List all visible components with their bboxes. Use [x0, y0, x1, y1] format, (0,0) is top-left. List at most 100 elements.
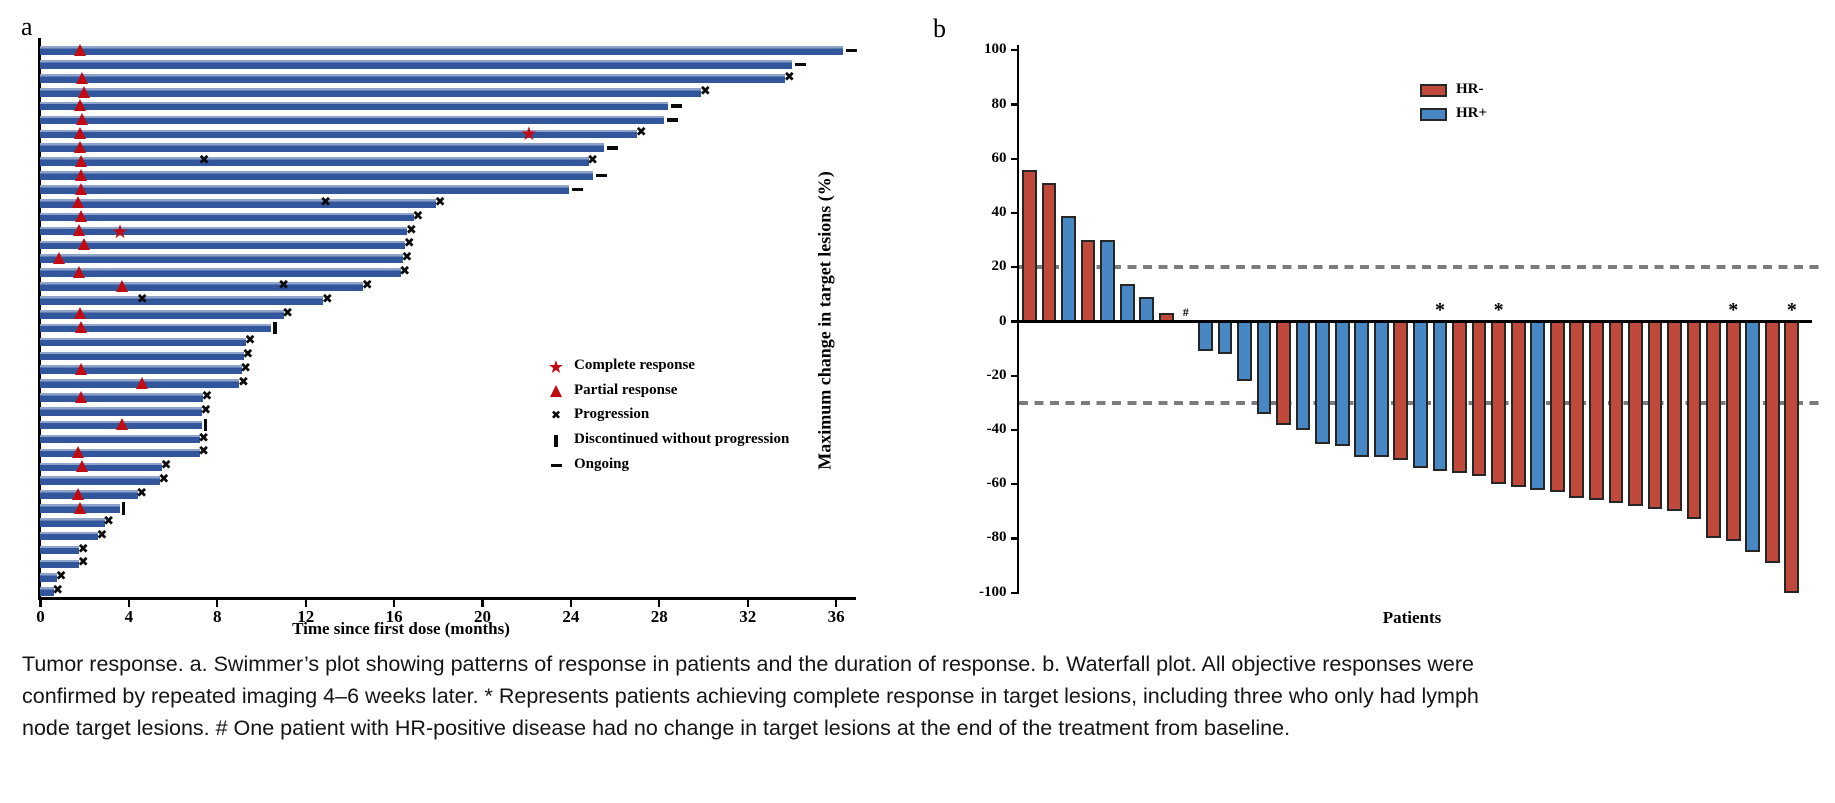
panel-a-tick-label: 4	[124, 607, 134, 626]
progression-x-marker: ✖	[52, 583, 64, 599]
progression-x-marker: ✖	[240, 361, 252, 377]
panel-a-x-axis	[38, 597, 857, 600]
partial-response-triangle-marker	[75, 460, 88, 472]
progression-x-marker: ✖	[587, 153, 599, 169]
waterfall-bar	[1588, 320, 1604, 501]
panel-b-tick-label: 100	[984, 41, 1007, 58]
progression-x-marker: ✖	[434, 194, 446, 210]
swimmer-bar	[39, 171, 593, 180]
swimmer-bar	[39, 101, 669, 111]
progression-x-marker: ✖	[699, 83, 711, 99]
swimmer-bar	[39, 282, 364, 291]
panel-a-label: a	[21, 12, 33, 41]
swimmer-bar	[39, 559, 80, 569]
progression-x-marker: ✖	[282, 305, 294, 321]
waterfall-bar	[1119, 283, 1135, 324]
waterfall-bar	[1393, 320, 1409, 460]
complete-response-asterisk: *	[1786, 298, 1797, 321]
ongoing-dash-marker	[571, 187, 583, 192]
legend-swatch-hr-positive	[1420, 107, 1447, 121]
progression-x-marker: ✖	[96, 527, 108, 543]
partial-response-triangle-marker	[72, 224, 85, 237]
no-change-hash: #	[1182, 304, 1189, 319]
waterfall-bar	[1569, 320, 1585, 498]
partial-response-triangle-marker	[74, 390, 87, 403]
partial-response-triangle-marker	[78, 238, 91, 251]
panel-a-tick-label: 32	[739, 607, 757, 626]
progression-x-marker: ✖	[201, 388, 213, 404]
progression-x-marker: ✖	[320, 194, 332, 210]
swimmer-bar	[39, 143, 605, 153]
reference-line-20	[1018, 265, 1824, 270]
swimmer-bar	[39, 88, 702, 97]
progression-x-marker: ✖	[403, 236, 415, 252]
swimmer-bar	[39, 587, 54, 596]
waterfall-bar	[1334, 320, 1350, 447]
panel-a-axis-tick	[304, 599, 307, 607]
swimmer-bar	[39, 490, 138, 499]
panel-b-axis-tick	[1010, 320, 1017, 323]
swimmer-bar	[39, 60, 792, 69]
partial-response-triangle-marker	[71, 446, 84, 459]
swimmer-bar	[39, 185, 569, 194]
panel-b-tick-label: 60	[991, 149, 1007, 166]
panel-a-x-axis-title: Time since first dose (months)	[292, 619, 510, 638]
partial-response-triangle-marker	[75, 113, 88, 126]
panel-b-axis-tick	[1010, 266, 1017, 269]
progression-x-marker: ✖	[635, 125, 647, 141]
partial-response-triangle-marker	[73, 127, 86, 140]
panel-a-tick-label: 36	[827, 607, 845, 626]
waterfall-bar	[1667, 320, 1682, 512]
legend-discontinued-tick-icon	[554, 435, 558, 448]
progression-x-marker: ✖	[244, 333, 256, 349]
panel-a-y-spine	[38, 38, 41, 600]
panel-a-axis-tick	[392, 599, 396, 607]
swimmer-bar	[39, 573, 58, 583]
zero-line	[1016, 319, 1812, 324]
panel-a-tick-label: 16	[385, 607, 403, 626]
waterfall-bar	[1471, 320, 1487, 477]
panel-a-axis-tick	[746, 599, 749, 607]
swimmer-bar	[39, 448, 200, 458]
waterfall-bar	[1432, 320, 1448, 471]
waterfall-bar	[1080, 240, 1096, 324]
swimmer-bar	[39, 46, 843, 55]
legend-item-label: Discontinued without progression	[574, 431, 790, 448]
progression-x-marker: ✖	[200, 402, 212, 418]
complete-response-star-marker: ★	[111, 220, 129, 243]
waterfall-bar	[1354, 320, 1370, 458]
swimmer-bar	[39, 226, 408, 236]
panel-b-axis-tick	[1010, 374, 1017, 377]
waterfall-bar	[1041, 183, 1057, 324]
waterfall-bar	[1784, 320, 1800, 593]
caption-line-2: confirmed by repeated imaging 4–6 weeks …	[22, 684, 1479, 708]
partial-response-triangle-marker	[74, 210, 87, 223]
progression-x-marker: ✖	[361, 277, 373, 293]
legend-complete-response-star-icon: ★	[547, 356, 565, 378]
swimmer-bar	[39, 198, 437, 208]
panel-a-tick-label: 28	[650, 607, 668, 626]
progression-x-marker: ✖	[405, 222, 417, 238]
panel-b-tick-label: -60	[986, 475, 1007, 492]
panel-b-axis-tick	[1010, 537, 1017, 540]
partial-response-triangle-marker	[52, 251, 65, 264]
waterfall-bar	[1530, 320, 1546, 490]
swimmer-bar	[39, 434, 200, 444]
partial-response-triangle-marker	[73, 307, 86, 320]
waterfall-bar	[1510, 320, 1526, 487]
swimmer-bar	[39, 268, 401, 277]
progression-x-marker: ✖	[77, 555, 89, 571]
panel-b-axis-tick	[1010, 483, 1017, 486]
partial-response-triangle-marker	[73, 99, 86, 112]
panel-b-tick-label: -40	[986, 420, 1007, 437]
waterfall-bar	[1197, 320, 1213, 352]
swimmer-bar	[39, 115, 664, 125]
progression-x-marker: ✖	[242, 347, 254, 363]
legend-item-label: Progression	[574, 406, 650, 423]
legend-item-label: HR-	[1456, 81, 1484, 97]
legend-progression-x-icon: ✖	[550, 407, 562, 422]
progression-x-marker: ✖	[160, 458, 172, 474]
waterfall-bar	[1276, 320, 1291, 425]
swimmer-bar	[39, 517, 105, 527]
panel-a-tick-label: 12	[297, 607, 315, 626]
